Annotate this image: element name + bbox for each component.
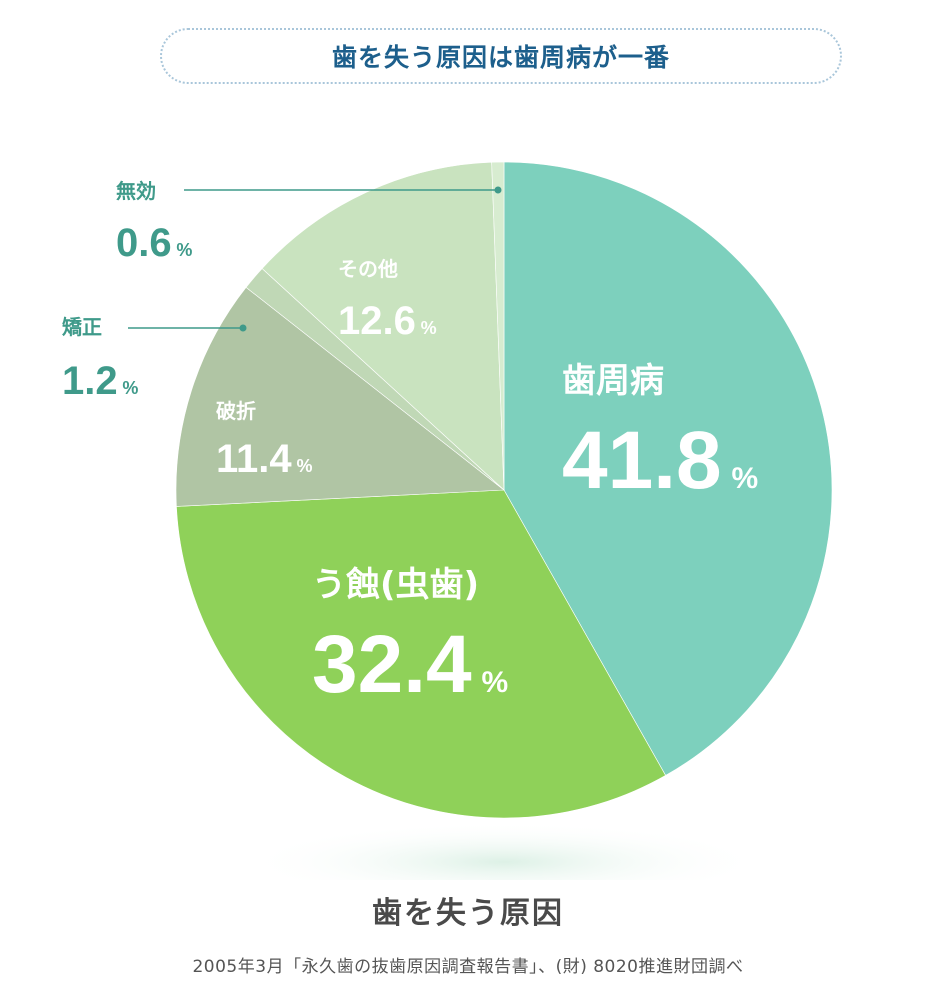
slice-value-0: 41.8% (562, 415, 758, 506)
chart-caption: 歯を失う原因 (372, 896, 564, 931)
slice-0 (503, 161, 833, 776)
slice-2 (175, 286, 505, 507)
slice-label-3: 矯正 (62, 315, 102, 339)
slice-label-4: その他 (338, 257, 398, 281)
leader-dot-3 (239, 324, 247, 332)
pie-shadow (244, 822, 764, 880)
header-banner: 歯を失う原因は歯周病が一番 (160, 28, 842, 84)
slice-4 (261, 161, 505, 491)
pie-chart: 歯周病 41.8 % う蝕(虫歯) 32.4 % 破折 11.4 % 矯正 1.2 % その他 12.6%… (62, 161, 833, 880)
slice-value-5: 0.6% (116, 221, 192, 265)
slice-value-1: 32.4% (312, 619, 508, 710)
slice-1 (176, 489, 667, 819)
slice-label-5: 無効 (116, 179, 156, 203)
header-title: 歯を失う原因は歯周病が一番 (331, 43, 670, 72)
slice-value-2: 11.4% (216, 437, 312, 481)
chart-source: 2005年3月「永久歯の抜歯原因調査報告書」、(財) 8020推進財団調べ (192, 957, 744, 977)
slice-label-0: 歯周病 (562, 361, 664, 401)
slice-value-4: 12.6% (338, 299, 437, 343)
slice-label-2: 破折 (216, 399, 256, 423)
slice-label-1: う蝕(虫歯) (312, 565, 479, 605)
leader-dot-5 (494, 186, 502, 194)
slice-5 (491, 161, 505, 491)
slice-value-3: 1.2% (62, 359, 138, 403)
